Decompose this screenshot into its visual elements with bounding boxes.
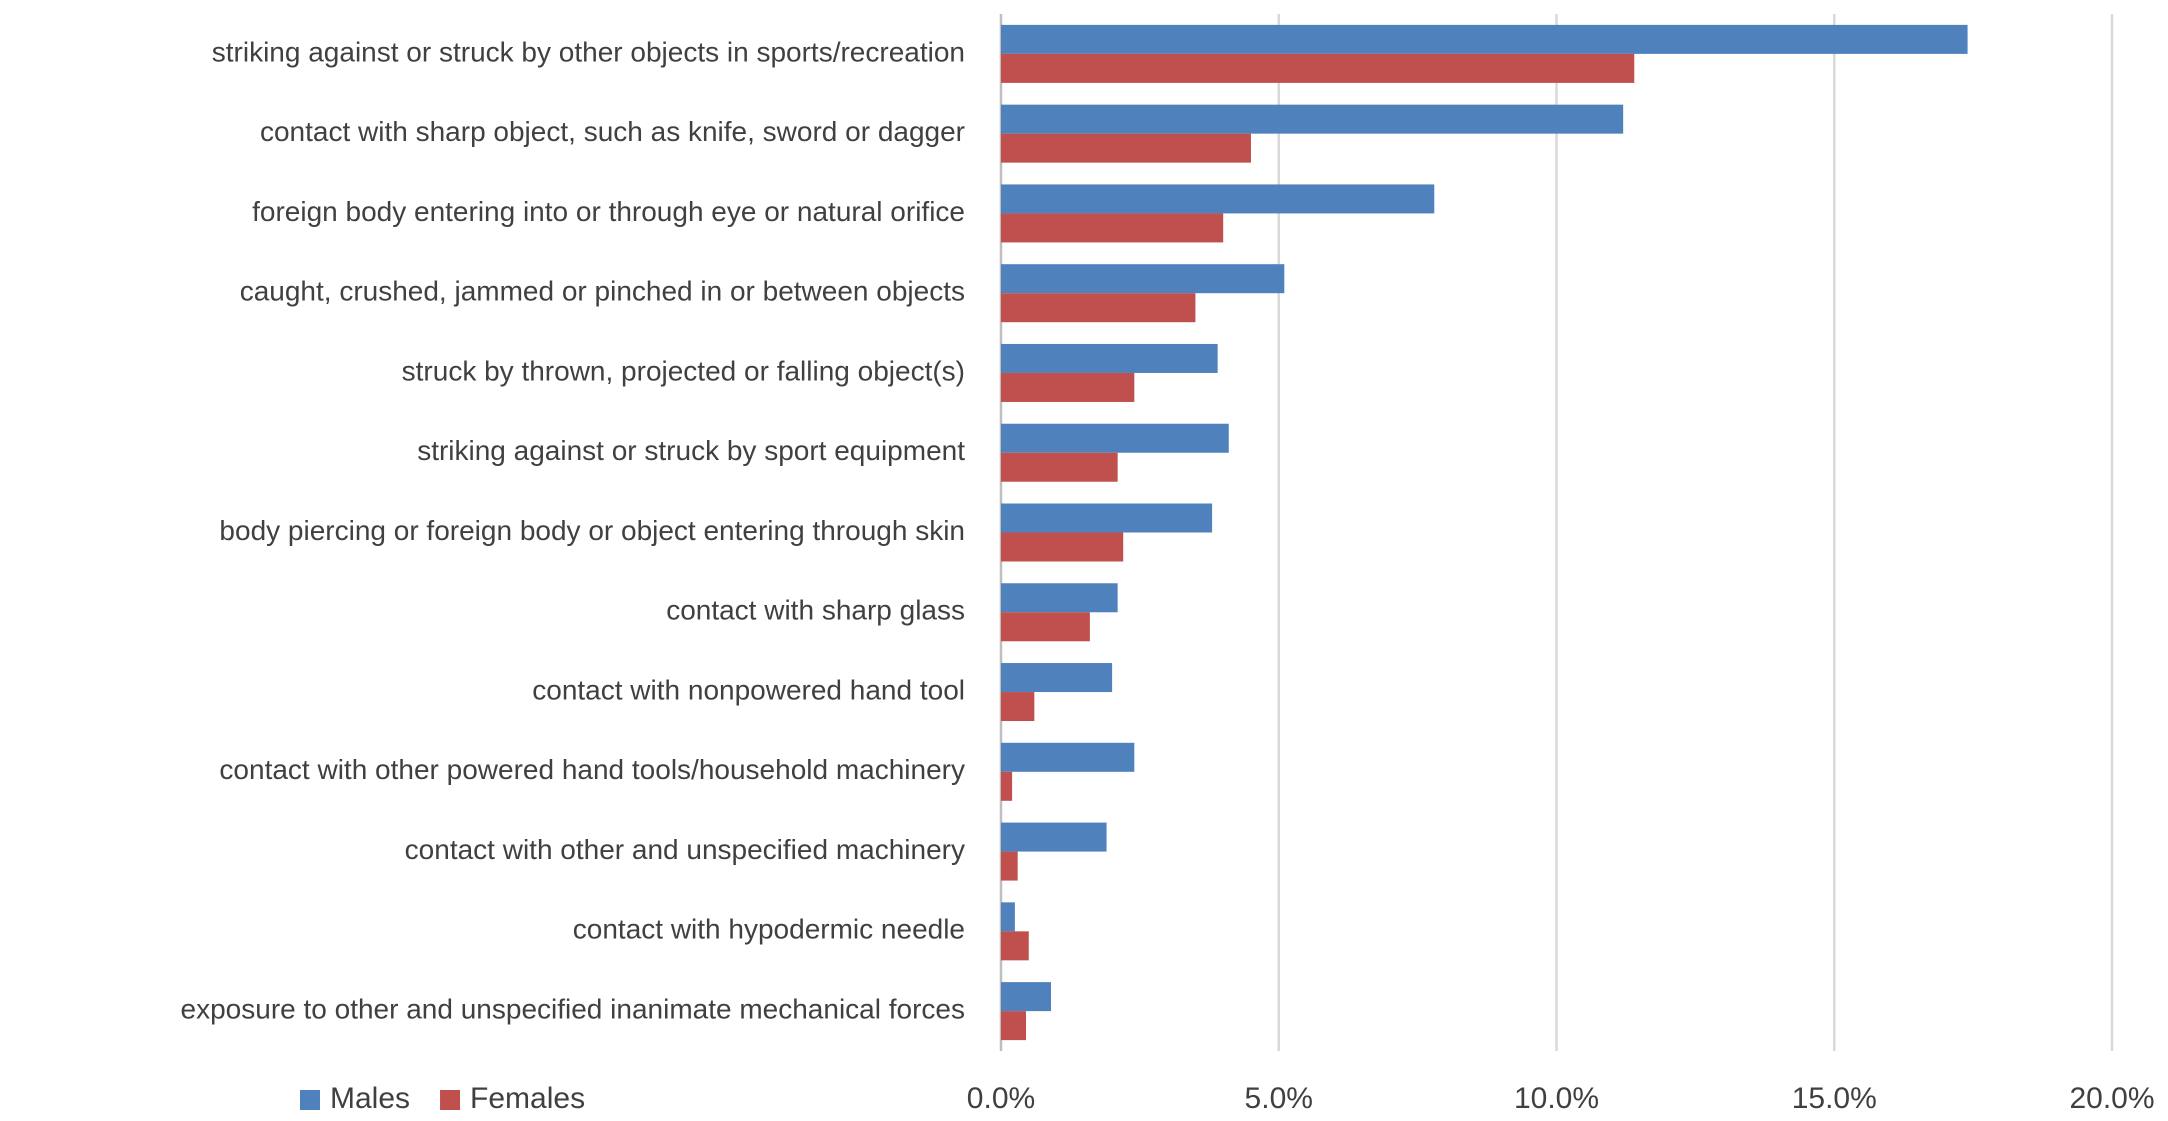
x-tick-label: 20.0% — [2069, 1082, 2154, 1115]
bar — [1001, 24, 1968, 54]
bar — [1001, 742, 1135, 772]
y-tick-label: striking against or struck by other obje… — [212, 36, 965, 67]
y-tick-label: exposure to other and unspecified inanim… — [181, 994, 965, 1025]
y-tick-label: contact with other powered hand tools/ho… — [219, 754, 965, 785]
x-tick-label: 0.0% — [967, 1082, 1035, 1115]
bar — [1001, 133, 1251, 163]
legend-marker — [300, 1090, 320, 1110]
bar — [1001, 982, 1051, 1012]
y-tick-label: striking against or struck by sport equi… — [417, 435, 965, 466]
y-tick-label: caught, crushed, jammed or pinched in or… — [240, 276, 965, 307]
bar — [1001, 264, 1285, 294]
bar — [1001, 822, 1107, 852]
x-tick-label: 10.0% — [1514, 1082, 1599, 1115]
y-tick-label: struck by thrown, projected or falling o… — [402, 355, 965, 386]
y-tick-label: contact with hypodermic needle — [573, 914, 965, 945]
bar — [1001, 53, 1635, 83]
bar — [1001, 423, 1229, 453]
bar — [1001, 503, 1213, 533]
y-tick-label: contact with sharp object, such as knife… — [260, 116, 965, 147]
y-tick-label: contact with nonpowered hand tool — [532, 674, 965, 705]
bar — [1001, 213, 1224, 243]
legend-marker — [440, 1090, 461, 1110]
bar — [1001, 1011, 1026, 1041]
bar — [1001, 184, 1435, 214]
bar — [1001, 902, 1015, 932]
bar — [1001, 583, 1118, 613]
legend-label: Females — [470, 1082, 585, 1115]
y-tick-label: foreign body entering into or through ey… — [252, 196, 965, 227]
bar — [1001, 771, 1013, 801]
bar — [1001, 692, 1035, 722]
bar — [1001, 612, 1090, 642]
bar — [1001, 931, 1029, 961]
bar — [1001, 372, 1135, 402]
bar — [1001, 851, 1018, 881]
bar — [1001, 104, 1624, 134]
bar — [1001, 293, 1196, 323]
y-tick-label: body piercing or foreign body or object … — [219, 515, 965, 546]
bar — [1001, 663, 1113, 693]
y-tick-label: contact with sharp glass — [666, 595, 965, 626]
x-tick-label: 15.0% — [1792, 1082, 1877, 1115]
bar — [1001, 452, 1118, 482]
y-tick-label: contact with other and unspecified machi… — [405, 834, 965, 865]
legend-label: Males — [330, 1082, 410, 1115]
bar — [1001, 343, 1218, 373]
x-tick-label: 5.0% — [1245, 1082, 1313, 1115]
bar — [1001, 532, 1124, 562]
